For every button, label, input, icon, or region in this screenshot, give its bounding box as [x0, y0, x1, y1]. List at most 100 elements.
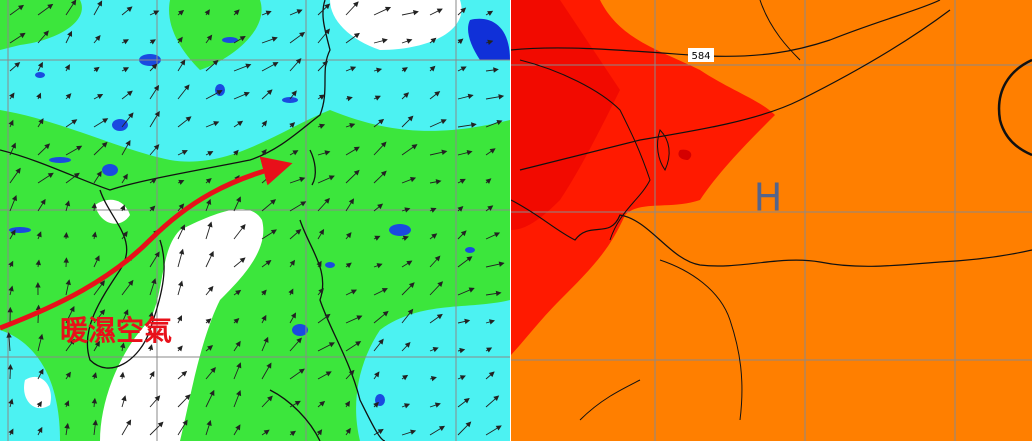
- wind-arrow-head: [126, 90, 133, 97]
- wind-arrow-head: [91, 372, 98, 379]
- wind-arrow-head: [6, 332, 12, 338]
- wind-arrow-head: [153, 10, 160, 16]
- wind-arrow-head: [94, 340, 100, 347]
- wind-arrow-head: [243, 91, 250, 97]
- wind-arrow-head: [8, 428, 14, 435]
- contour-line: [511, 0, 941, 57]
- dry-area: [95, 199, 130, 224]
- wind-arrow-head: [73, 172, 80, 179]
- wind-arrow-head: [181, 150, 188, 155]
- wind-arrow-head: [151, 278, 157, 285]
- wind-arrow-head: [177, 345, 183, 352]
- grid: [0, 0, 510, 441]
- wind-arrow-head: [8, 285, 14, 292]
- wind-arrow-head: [378, 118, 385, 125]
- wind-arrow-head: [184, 84, 190, 91]
- very-humid-spot: [282, 97, 298, 103]
- wind-arrow-head: [346, 95, 353, 102]
- wind-arrow-head: [485, 178, 492, 184]
- wind-arrow-head: [459, 347, 466, 354]
- wind-arrow-head: [181, 370, 188, 377]
- wind-arrow-head: [236, 390, 242, 397]
- annotation: 暖濕空氣: [60, 314, 172, 347]
- wind-arrow-head: [97, 94, 104, 100]
- wind-arrow-head: [63, 257, 69, 263]
- left-panel: 暖濕空氣: [0, 0, 510, 441]
- wind-arrow-head: [149, 205, 156, 212]
- wind-arrow-head: [127, 279, 134, 286]
- warm-air-arrow: [0, 156, 293, 331]
- wind-arrow-head: [233, 149, 239, 156]
- coastline: [759, 0, 801, 61]
- dry-area: [330, 0, 462, 50]
- wind-arrow-head: [318, 228, 325, 236]
- contour-label: 584: [691, 51, 710, 62]
- wind-arrow-head: [47, 3, 54, 10]
- wind-arrow-head: [435, 179, 442, 185]
- wind-arrow-head: [486, 347, 493, 353]
- wind-arrow-head: [459, 178, 466, 184]
- wind-arrow-head: [272, 62, 279, 68]
- wind-arrow-head: [401, 67, 408, 73]
- wind-arrow-head: [434, 255, 441, 262]
- wind-arrow-head: [207, 285, 214, 292]
- wind-arrow-head: [178, 203, 185, 210]
- wind-arrow-head: [245, 63, 252, 69]
- wind-arrow-head: [123, 309, 129, 316]
- very-humid-spot: [222, 37, 238, 43]
- wind-arrow-head: [463, 397, 470, 404]
- wind-arrow-head: [9, 92, 15, 99]
- wind-arrow-head: [125, 419, 132, 426]
- wind-arrow-head: [177, 36, 183, 43]
- humid-area: [169, 0, 262, 70]
- wind-arrow-head: [91, 231, 98, 238]
- wind-arrow-head: [92, 419, 98, 426]
- wind-arrow-head: [38, 333, 44, 340]
- wind-arrow-head: [290, 312, 297, 319]
- wind-arrow-head: [430, 207, 437, 213]
- wind-arrow-head: [154, 395, 161, 402]
- wind-arrow-head: [261, 149, 267, 156]
- coastline: [86, 189, 165, 369]
- wind-arrow-head: [128, 112, 134, 119]
- warm-spot: [678, 149, 692, 160]
- wind-arrow-head: [298, 368, 305, 374]
- wind-arrow-head: [380, 170, 387, 177]
- wind-arrow-head: [64, 64, 70, 71]
- wind-arrow-head: [154, 110, 160, 117]
- wind-arrow-head: [64, 200, 71, 207]
- wind-arrow-head: [344, 400, 351, 407]
- wind-arrow-head: [376, 67, 383, 73]
- dry-area: [356, 300, 510, 441]
- wind-arrow-head: [316, 429, 323, 436]
- wind-arrow-head: [67, 30, 73, 37]
- wind-arrow-head: [409, 176, 417, 183]
- wind-arrow-head: [235, 289, 242, 296]
- wind-arrow-head: [37, 61, 43, 68]
- wind-arrow-head: [7, 306, 13, 313]
- wind-arrow-head: [263, 336, 269, 343]
- wind-arrow-head: [150, 178, 157, 184]
- wind-arrow-head: [376, 263, 383, 269]
- wind-arrow-head: [206, 198, 212, 205]
- wind-arrow-head: [43, 30, 49, 37]
- wind-arrow-head: [266, 89, 273, 96]
- wind-arrow-head: [71, 119, 78, 125]
- wind-arrow-head: [434, 402, 441, 408]
- coastline: [519, 59, 651, 241]
- wind-arrow-head: [64, 400, 70, 407]
- wind-arrow-head: [178, 179, 185, 185]
- wind-arrow-head: [438, 425, 446, 432]
- wind-arrow-head: [468, 287, 475, 293]
- wind-arrow-head: [430, 375, 437, 382]
- humid-area: [0, 0, 82, 50]
- wind-arrow-head: [95, 35, 101, 41]
- wind-arrow-head: [299, 176, 306, 183]
- wind-arrow-head: [240, 223, 246, 230]
- wind-arrow-head: [411, 144, 418, 150]
- wind-arrow-head: [470, 122, 477, 128]
- very-humid-spot: [112, 119, 128, 131]
- wind-arrow-head: [345, 427, 351, 434]
- wind-arrow-head: [374, 371, 380, 378]
